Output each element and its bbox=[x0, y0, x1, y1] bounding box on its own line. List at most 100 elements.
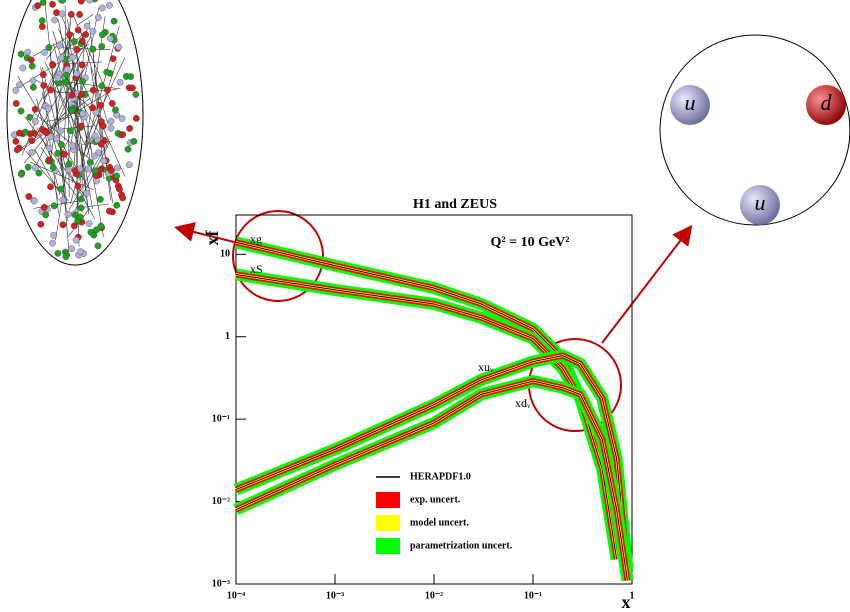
parton-ball bbox=[42, 211, 50, 219]
gluon-line bbox=[86, 61, 117, 157]
legend-swatch bbox=[376, 515, 400, 531]
quark-label: u bbox=[685, 90, 696, 115]
parton-ball bbox=[93, 226, 100, 234]
parton-ball bbox=[92, 167, 99, 175]
parton-ball bbox=[51, 16, 58, 24]
parton-ball bbox=[109, 55, 117, 63]
parton-ball bbox=[45, 156, 53, 164]
parton-ball bbox=[119, 131, 126, 138]
gluon-line bbox=[55, 84, 83, 157]
gluon-line bbox=[40, 67, 59, 214]
gluon-line bbox=[68, 140, 110, 211]
legend-label: parametrization uncert. bbox=[410, 540, 513, 551]
gluon-line bbox=[61, 15, 81, 66]
parton-ball bbox=[112, 106, 119, 114]
x-tick-label: 10⁻⁴ bbox=[227, 590, 245, 601]
parton-ball bbox=[40, 82, 48, 89]
parton-ball bbox=[68, 107, 76, 114]
parton-ball bbox=[98, 43, 106, 50]
parton-ball bbox=[118, 115, 126, 122]
parton-ball bbox=[125, 161, 133, 169]
parton-ball bbox=[79, 110, 87, 117]
series-label: xS bbox=[250, 262, 263, 276]
parton-ball bbox=[12, 100, 20, 107]
parton-ball bbox=[49, 164, 57, 171]
sea-ellipse bbox=[6, 0, 144, 266]
parton-ball bbox=[39, 0, 47, 6]
gluon-line bbox=[76, 13, 94, 26]
parton-ball bbox=[56, 42, 63, 49]
parton-ball bbox=[116, 185, 123, 193]
series-line bbox=[235, 355, 628, 570]
parton-ball bbox=[103, 68, 111, 76]
gluon-line bbox=[45, 116, 72, 122]
parton-ball bbox=[94, 242, 102, 250]
parton-ball bbox=[53, 135, 60, 143]
parton-ball bbox=[98, 82, 106, 90]
parton-ball bbox=[97, 102, 105, 109]
parton-ball bbox=[63, 65, 71, 73]
x-tick-label: 10⁻¹ bbox=[524, 590, 542, 601]
parton-ball bbox=[67, 11, 75, 18]
parton-ball bbox=[63, 71, 70, 79]
parton-ball bbox=[37, 220, 45, 228]
parton-ball bbox=[62, 78, 70, 86]
parton-ball bbox=[90, 231, 98, 239]
parton-ball bbox=[85, 220, 93, 227]
parton-ball bbox=[57, 54, 65, 62]
parton-ball bbox=[107, 35, 114, 42]
legend-swatch bbox=[376, 492, 400, 508]
parton-ball bbox=[49, 0, 56, 8]
parton-ball bbox=[91, 0, 98, 3]
parton-ball bbox=[38, 23, 46, 30]
parton-ball bbox=[107, 117, 115, 125]
x-axis-label: x bbox=[622, 592, 631, 612]
parton-ball bbox=[78, 37, 86, 45]
parton-ball bbox=[116, 79, 124, 86]
series-line bbox=[235, 273, 618, 560]
series-label: xdᵥ bbox=[515, 396, 531, 410]
parton-ball bbox=[132, 114, 140, 122]
parton-ball bbox=[110, 17, 118, 25]
parton-ball bbox=[68, 91, 76, 99]
parton-ball bbox=[68, 54, 76, 62]
parton-ball bbox=[66, 127, 74, 135]
quark-ball bbox=[670, 85, 710, 125]
parton-ball bbox=[19, 64, 27, 72]
parton-ball bbox=[89, 45, 97, 53]
gluon-line bbox=[63, 74, 109, 148]
parton-ball bbox=[95, 14, 102, 21]
gluon-line bbox=[83, 123, 99, 155]
parton-ball bbox=[91, 152, 98, 160]
parton-ball bbox=[113, 172, 120, 180]
parton-ball bbox=[77, 248, 84, 255]
parton-ball bbox=[47, 183, 54, 191]
gluon-line bbox=[65, 86, 69, 108]
parton-ball bbox=[41, 48, 48, 56]
parton-ball bbox=[31, 197, 38, 205]
parton-ball bbox=[50, 231, 57, 239]
parton-ball bbox=[24, 163, 32, 171]
gluon-line bbox=[80, 142, 93, 210]
parton-ball bbox=[24, 48, 32, 56]
parton-ball bbox=[97, 222, 105, 230]
parton-ball bbox=[89, 86, 97, 94]
x-tick-label: 10⁻³ bbox=[326, 590, 344, 601]
parton-ball bbox=[16, 81, 23, 89]
parton-ball bbox=[49, 239, 56, 247]
parton-ball bbox=[17, 50, 25, 58]
gluon-line bbox=[31, 35, 92, 144]
parton-ball bbox=[47, 86, 55, 94]
series-line bbox=[235, 380, 628, 581]
parton-ball bbox=[86, 0, 94, 4]
parton-ball bbox=[28, 149, 36, 156]
parton-ball bbox=[54, 150, 62, 157]
parton-ball bbox=[49, 61, 56, 68]
chart-title: H1 and ZEUS bbox=[413, 197, 497, 212]
parton-ball bbox=[59, 221, 67, 229]
parton-ball bbox=[42, 129, 50, 136]
gluon-line bbox=[57, 135, 71, 164]
x-tick-label: 1 bbox=[630, 590, 635, 601]
parton-ball bbox=[78, 61, 86, 69]
parton-ball bbox=[32, 118, 39, 125]
